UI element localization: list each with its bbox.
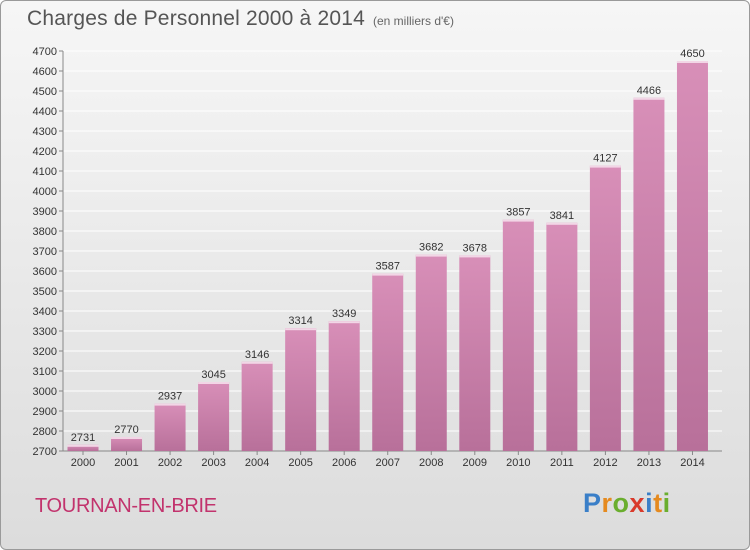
bar [415, 254, 447, 451]
y-tick-label: 3600 [33, 266, 57, 278]
value-label: 3045 [201, 369, 225, 381]
value-label: 3587 [375, 261, 399, 273]
logo-letter: P [583, 488, 602, 518]
bar [459, 255, 491, 451]
location-label: TOURNAN-EN-BRIE [35, 495, 217, 517]
y-tick-label: 4000 [33, 186, 57, 198]
x-tick-label: 2007 [375, 457, 399, 469]
value-label: 2770 [114, 424, 138, 436]
value-label: 2937 [158, 391, 182, 403]
y-tick-label: 4400 [33, 106, 57, 118]
bar-highlight [415, 254, 447, 257]
x-tick-label: 2006 [332, 457, 356, 469]
value-label: 4127 [593, 153, 617, 165]
x-tick-label: 2008 [419, 457, 443, 469]
value-label: 3857 [506, 207, 530, 219]
proxiti-logo: Proxiti [583, 488, 671, 519]
x-tick-label: 2010 [506, 457, 530, 469]
unit-note: (en milliers d'€) [373, 14, 454, 28]
bar-highlight [676, 61, 708, 63]
bar [67, 444, 99, 451]
logo-letter: r [601, 488, 613, 518]
logo-letter: t [653, 488, 663, 518]
y-tick-label: 4300 [33, 126, 57, 138]
value-label: 3349 [332, 308, 356, 320]
bar-highlight [328, 321, 360, 324]
y-tick-label: 4100 [33, 166, 57, 178]
y-tick-label: 3000 [33, 386, 57, 398]
bar-highlight [502, 219, 534, 222]
y-tick-label: 3800 [33, 226, 57, 238]
bar-highlight [111, 437, 143, 439]
bar [589, 165, 621, 451]
y-tick-label: 3400 [33, 306, 57, 318]
bars [67, 61, 708, 452]
y-tick-label: 2900 [33, 406, 57, 418]
y-tick-label: 3300 [33, 326, 57, 338]
x-tick-label: 2003 [201, 457, 225, 469]
bar-highlight [154, 403, 186, 406]
y-tick-label: 4500 [33, 86, 57, 98]
bar [546, 222, 578, 451]
y-tick-label: 4700 [33, 46, 57, 58]
bar [676, 61, 708, 451]
x-tick-label: 2011 [550, 457, 574, 469]
bar-highlight [589, 165, 621, 168]
value-label: 3678 [463, 242, 487, 254]
bar [372, 273, 404, 451]
y-tick-label: 4600 [33, 66, 57, 78]
y-tick-label: 4200 [33, 146, 57, 158]
chart-title: Charges de Personnel 2000 à 2014 [27, 7, 365, 30]
y-tick-label: 2700 [33, 446, 57, 458]
bar-highlight [633, 97, 665, 100]
bar [502, 219, 534, 451]
x-tick-label: 2001 [114, 457, 138, 469]
logo-letter: x [629, 488, 646, 518]
value-label: 3682 [419, 242, 443, 254]
logo-letter: i [662, 488, 671, 518]
value-label: 3841 [550, 210, 574, 222]
bar-highlight [546, 222, 578, 225]
x-tick-label: 2014 [680, 457, 704, 469]
y-tick-label: 3500 [33, 286, 57, 298]
bar-highlight [285, 328, 317, 331]
x-axis: 2000 2001 2002 2003 2004 2005 2006 2007 2008 2009… [71, 451, 705, 469]
bar-highlight [372, 273, 404, 276]
y-tick-label: 3700 [33, 246, 57, 258]
value-label: 3314 [288, 315, 312, 327]
bar-highlight [241, 361, 273, 364]
x-tick-label: 2009 [463, 457, 487, 469]
value-label: 3146 [245, 349, 269, 361]
x-tick-label: 2004 [245, 457, 269, 469]
bar [241, 361, 273, 451]
y-tick-label: 3200 [33, 346, 57, 358]
value-labels: 2731 2770 2937 3045 3146 3314 3349 3587 3682 3678… [71, 48, 705, 444]
x-tick-label: 2012 [593, 457, 617, 469]
x-tick-label: 2013 [637, 457, 661, 469]
y-tick-label: 3100 [33, 366, 57, 378]
bar [633, 97, 665, 452]
bar-highlight [459, 255, 491, 258]
y-tick-label: 2800 [33, 426, 57, 438]
bar [328, 321, 360, 451]
bar [285, 328, 317, 451]
logo-letter: o [612, 488, 630, 518]
bar [154, 403, 186, 451]
y-tick-label: 3900 [33, 206, 57, 218]
value-label: 4466 [637, 85, 661, 97]
bar-highlight [67, 444, 99, 447]
x-tick-label: 2000 [71, 457, 95, 469]
value-label: 2731 [71, 432, 95, 444]
value-label: 4650 [680, 48, 704, 60]
bar [111, 437, 143, 451]
logo-letter: i [645, 488, 654, 518]
bar [198, 382, 230, 451]
x-tick-label: 2002 [158, 457, 182, 469]
bar-highlight [198, 382, 230, 384]
x-tick-label: 2005 [288, 457, 312, 469]
